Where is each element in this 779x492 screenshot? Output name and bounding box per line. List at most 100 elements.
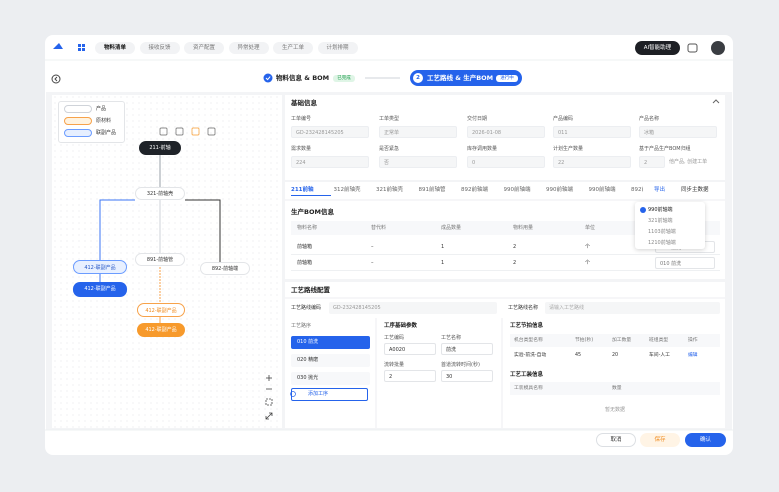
ai-button[interactable]: AI智能助理 (635, 41, 680, 55)
cell[interactable]: 编辑 (688, 353, 698, 358)
bom-tab[interactable]: 990前轴端 (588, 187, 616, 193)
input[interactable]: A0020 (384, 343, 436, 355)
field-label: 流转批量 (384, 362, 405, 368)
active-step (410, 70, 522, 86)
nav-tab[interactable]: 异常处理 (228, 42, 269, 54)
export-button[interactable]: 导出 (654, 187, 666, 193)
cell: 1 (441, 244, 445, 250)
legend-swatch (64, 105, 92, 113)
step-badge: 进行中 (496, 74, 518, 82)
field-label: 是否紧急 (379, 146, 400, 152)
row-line (291, 270, 720, 271)
tree-node[interactable]: 412-联副产品 (73, 260, 127, 274)
tree-node[interactable]: 891-前轴管 (135, 253, 185, 266)
field-label: 首道流转时间(秒) (441, 362, 480, 368)
tree-node[interactable]: 412-联副产品 (137, 323, 185, 337)
dropdown-item[interactable]: 1103前轴端 (648, 229, 676, 235)
bom-tab[interactable]: 892前轴端 (461, 187, 488, 193)
cell: 个 (585, 260, 591, 266)
step-badge: 已完成 (333, 74, 355, 82)
cancel-button[interactable]: 取消 (596, 433, 636, 447)
select[interactable]: 010 前洗 (655, 257, 715, 269)
nav-tab[interactable]: 物料清单 (95, 42, 135, 54)
back-icon[interactable] (51, 74, 61, 84)
field-value: 2 (639, 156, 665, 168)
apps-icon (78, 44, 85, 51)
nav-tab[interactable]: 生产工单 (273, 42, 313, 54)
step-item[interactable]: 010 前洗 (291, 336, 370, 349)
step-item[interactable]: 020 精磨 (291, 354, 370, 367)
header-cell: 成品数量 (441, 225, 462, 231)
add-button[interactable]: 添加工序 (291, 388, 368, 401)
cell: 45 (575, 353, 582, 358)
dropdown-item[interactable]: 321前轴端 (648, 218, 673, 224)
field-label: 交付日期 (467, 116, 488, 122)
bom-tab[interactable]: 990前轴端 (546, 187, 573, 193)
sync-button[interactable]: 同步主数据 (681, 187, 709, 193)
tree-node[interactable]: 211-前轴 (139, 141, 181, 155)
table-header (510, 334, 720, 347)
message-icon[interactable] (687, 43, 698, 53)
tree-node[interactable]: 412-联副产品 (73, 282, 127, 297)
cell: 个 (585, 244, 591, 250)
field-value: 011 (553, 126, 631, 138)
confirm-button[interactable]: 确认 (685, 433, 726, 447)
tree-node[interactable]: 412-联副产品 (137, 303, 185, 317)
avatar[interactable] (711, 41, 725, 55)
tree-node[interactable]: 892-前轴端 (200, 262, 250, 275)
field-label: 产品编码 (553, 116, 574, 122)
field-value: 224 (291, 156, 369, 168)
section-title: 工艺路线配置 (291, 286, 330, 294)
cell: – (371, 244, 374, 250)
save-button[interactable]: 保存 (640, 433, 680, 447)
bom-tab[interactable]: 891前轴管 (418, 187, 446, 193)
nav-tab[interactable]: 接收反馈 (139, 42, 180, 54)
header-cell: 加工数量 (612, 338, 632, 343)
legend-swatch (64, 129, 92, 137)
input[interactable]: GD-232428145205 (329, 302, 497, 314)
collapse-icon[interactable] (712, 99, 720, 104)
dropdown-item[interactable]: 1210前轴端 (648, 240, 676, 246)
input[interactable]: 请输入工艺路线 (545, 302, 720, 314)
dropdown-item[interactable]: 990前轴端 (648, 207, 673, 213)
legend-label: 产品 (96, 106, 107, 112)
header-cell: 机台类型名称 (514, 338, 543, 343)
cell: 2 (513, 244, 517, 250)
field-label: 工艺路线编码 (291, 305, 322, 311)
bom-tab[interactable]: 211前轴 (291, 184, 331, 196)
cell: 车间-人工 (649, 353, 670, 358)
logo (53, 43, 63, 49)
nav-tab[interactable]: 资产配置 (184, 42, 224, 54)
back-arrow (54, 76, 58, 82)
field-value: 2026-01-08 (467, 126, 545, 138)
legend-label: 联副产品 (96, 130, 117, 136)
bom-tab[interactable]: 312前轴壳 (333, 187, 361, 193)
field-label: 工单类型 (379, 116, 400, 122)
step-item[interactable]: 030 抛光 (291, 372, 370, 385)
legend-label: 原材料 (96, 118, 112, 124)
section-title: 生产BOM信息 (291, 208, 334, 216)
node-toolbar[interactable] (159, 127, 216, 136)
field-label: 基于产品生产BOM归组 (639, 146, 691, 152)
section-title: 工艺节拍信息 (510, 323, 544, 329)
step-check (263, 73, 273, 83)
tree-link (99, 199, 135, 260)
table-header (291, 221, 720, 235)
tree-link (185, 199, 221, 262)
tree-node[interactable]: 321-前轴壳 (135, 187, 185, 200)
list-title: 工艺路序 (291, 323, 312, 329)
bom-tab[interactable]: 321前轴壳 (376, 187, 403, 193)
field-label: 计划生产数量 (553, 146, 584, 152)
input[interactable]: 2 (384, 370, 436, 382)
header-cell: 数量 (612, 386, 622, 391)
step-number: 2 (413, 73, 423, 83)
input[interactable]: 30 (441, 370, 493, 382)
bom-tab[interactable]: 892前轴端 (631, 187, 643, 193)
bom-tab[interactable]: 990前轴端 (503, 187, 531, 193)
check-icon (640, 207, 646, 213)
field-label: 工单编号 (291, 116, 312, 122)
zoom-controls[interactable] (265, 375, 273, 420)
nav-tab[interactable]: 计划排期 (317, 42, 358, 54)
input[interactable]: 前洗 (441, 343, 493, 355)
